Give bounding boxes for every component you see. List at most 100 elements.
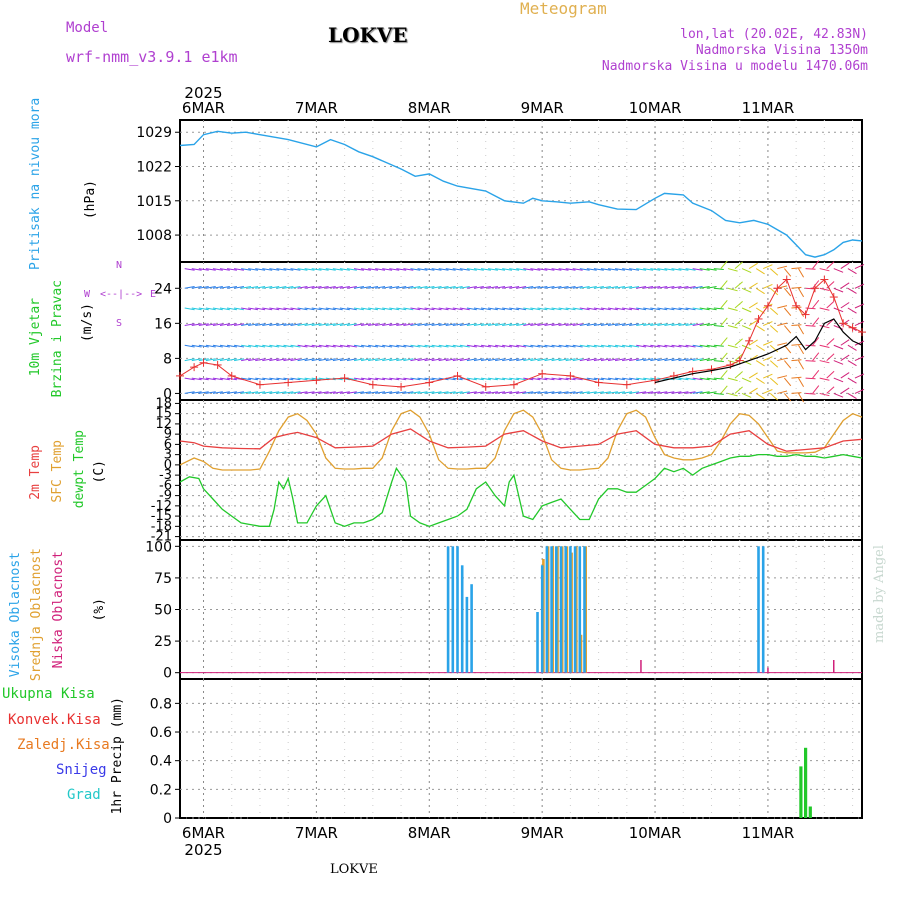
wind-barb <box>812 260 820 269</box>
wind-barb <box>650 268 661 271</box>
wind-barb <box>565 344 576 348</box>
wind-barb <box>396 323 407 327</box>
wind-barb <box>798 325 805 335</box>
wind-barb <box>692 391 703 394</box>
model-label: Model <box>66 20 109 36</box>
wind-barb <box>311 344 322 348</box>
wind-barb <box>727 392 738 397</box>
wind-barb <box>727 325 738 329</box>
wind-barb <box>212 286 223 289</box>
wind-barb <box>791 376 802 379</box>
wind-barb <box>255 268 266 271</box>
wind-barb <box>551 344 562 348</box>
wind-barb <box>283 286 294 289</box>
wind-barb <box>558 358 569 362</box>
wind-barb <box>664 358 675 362</box>
precip-bar <box>808 806 812 818</box>
wind-barb <box>241 268 252 271</box>
wind-barb <box>438 307 449 311</box>
wind-barb <box>840 354 850 361</box>
wind-barb <box>276 391 287 394</box>
wind-barb <box>537 377 548 381</box>
wind-barb <box>741 377 752 383</box>
wind-barb <box>255 323 266 327</box>
wind-barb <box>544 377 555 381</box>
wind-barb <box>417 268 428 271</box>
wind-barb <box>755 287 765 295</box>
wind-barb <box>692 358 703 362</box>
wind-barb <box>558 391 569 394</box>
wind-barb <box>375 307 386 311</box>
wind-barb <box>389 358 400 362</box>
wind-barb <box>713 268 724 270</box>
wind-barb <box>269 391 280 394</box>
wind-barb <box>769 287 779 296</box>
wind-barb <box>339 268 350 271</box>
wind-barb <box>629 268 640 271</box>
wind-barb <box>219 323 230 327</box>
wind-barb <box>318 286 329 289</box>
precip-legend-snow: Snijeg <box>56 762 107 778</box>
wind-barb <box>671 344 682 348</box>
wind-barb <box>311 268 322 271</box>
wind-barb <box>847 307 857 314</box>
wind-barb <box>657 268 668 271</box>
wind-barb <box>212 307 223 311</box>
wind-barb <box>593 358 604 362</box>
wind-barb <box>396 268 407 271</box>
wind-barb <box>840 319 850 326</box>
wind-barb <box>269 358 280 362</box>
wind-barb <box>530 307 541 311</box>
wind-barb <box>276 323 287 327</box>
wind-barb <box>812 352 820 361</box>
wind-barb <box>657 286 668 289</box>
wind-barb <box>297 286 308 289</box>
wind-barb <box>487 358 498 362</box>
cloud-high-bar <box>573 546 577 673</box>
wind-tick: 16 <box>154 316 172 332</box>
temp-tick: -9 <box>159 489 172 504</box>
wind-barb <box>353 268 364 271</box>
wind-barb <box>819 307 830 311</box>
wind-barb <box>452 307 463 311</box>
wind-barb <box>748 282 758 289</box>
bottom-date-label: 9MAR <box>521 824 564 842</box>
wind-barb <box>763 283 773 289</box>
wind-tick: 0 <box>163 386 172 402</box>
wind-barb <box>784 268 792 277</box>
wind-barb <box>523 391 534 394</box>
wind-barb <box>593 323 604 327</box>
wind-barb <box>530 344 541 348</box>
wind-barb <box>586 344 597 348</box>
temp-tick: -15 <box>151 509 172 524</box>
wind-barb <box>480 307 491 311</box>
wind-barb <box>826 261 835 269</box>
wind-barb <box>579 323 590 327</box>
wind-barb <box>389 377 400 381</box>
wind-barb <box>579 268 590 271</box>
wind-barb <box>226 307 237 311</box>
wind-barb <box>586 307 597 311</box>
wind-barb <box>650 286 661 289</box>
cloud-high-bar <box>460 565 464 673</box>
wind-barb <box>304 358 315 362</box>
wind-barb <box>234 286 244 289</box>
wind-barb <box>219 391 230 394</box>
footer-station: LOKVE <box>330 862 378 877</box>
wind-barb <box>579 344 590 348</box>
wind-barb <box>403 377 414 381</box>
wind-barb <box>516 307 527 311</box>
wind-barb <box>826 300 835 309</box>
wind-barb <box>558 323 569 327</box>
wind-barb <box>847 268 857 275</box>
wind-barb <box>226 344 237 348</box>
wind-barb <box>572 307 583 311</box>
wind-barb <box>755 325 765 332</box>
wind-barb <box>537 323 548 327</box>
wind-barb <box>664 344 675 348</box>
wind-barb <box>741 360 752 366</box>
wind-barb <box>424 391 435 394</box>
temp-tick: 3 <box>164 448 172 463</box>
wind-barb <box>734 338 743 346</box>
wind-barb <box>466 286 477 289</box>
